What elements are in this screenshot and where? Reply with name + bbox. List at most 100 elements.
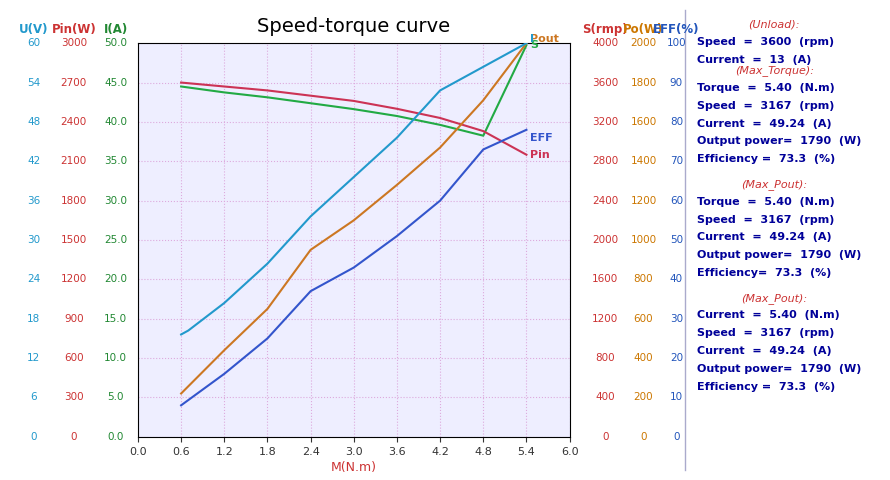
Text: S(rmp): S(rmp) xyxy=(582,23,628,36)
Text: 30: 30 xyxy=(670,314,683,324)
Text: 300: 300 xyxy=(64,393,84,402)
Text: 40.0: 40.0 xyxy=(104,117,127,127)
Text: 24: 24 xyxy=(28,275,40,284)
Text: Po(W): Po(W) xyxy=(623,23,664,36)
Text: 0.0: 0.0 xyxy=(108,432,124,442)
Text: 10: 10 xyxy=(670,393,683,402)
Text: 30.0: 30.0 xyxy=(104,196,127,205)
Text: 15.0: 15.0 xyxy=(104,314,127,324)
Text: 0: 0 xyxy=(673,432,680,442)
Text: Pout: Pout xyxy=(530,34,559,44)
Text: 70: 70 xyxy=(670,156,683,166)
Text: 0: 0 xyxy=(602,432,609,442)
Text: Torque  =  5.40  (N.m): Torque = 5.40 (N.m) xyxy=(697,83,835,93)
Text: 2100: 2100 xyxy=(61,156,87,166)
Text: 50: 50 xyxy=(670,235,683,245)
Text: 1500: 1500 xyxy=(61,235,87,245)
Text: S: S xyxy=(530,40,538,50)
Text: 1600: 1600 xyxy=(630,117,657,127)
Text: Speed  =  3167  (rpm): Speed = 3167 (rpm) xyxy=(697,101,834,111)
Text: 90: 90 xyxy=(670,78,683,87)
Text: 600: 600 xyxy=(634,314,653,324)
Text: 5.0: 5.0 xyxy=(108,393,124,402)
Text: 35.0: 35.0 xyxy=(104,156,127,166)
Text: 30: 30 xyxy=(28,235,40,245)
Text: Pin: Pin xyxy=(530,150,550,160)
Text: 900: 900 xyxy=(64,314,84,324)
Text: Torque  =  5.40  (N.m): Torque = 5.40 (N.m) xyxy=(697,197,835,207)
Text: 10.0: 10.0 xyxy=(104,353,127,363)
Text: 200: 200 xyxy=(634,393,653,402)
Title: Speed-torque curve: Speed-torque curve xyxy=(257,17,450,36)
Text: 25.0: 25.0 xyxy=(104,235,127,245)
Text: 4000: 4000 xyxy=(592,38,619,48)
Text: 400: 400 xyxy=(634,353,653,363)
Text: 2800: 2800 xyxy=(592,156,619,166)
Text: 20: 20 xyxy=(670,353,683,363)
Text: Output power=  1790  (W): Output power= 1790 (W) xyxy=(697,250,862,260)
Text: 12: 12 xyxy=(28,353,40,363)
Text: 48: 48 xyxy=(28,117,40,127)
Text: Pin(W): Pin(W) xyxy=(52,23,96,36)
Text: 1600: 1600 xyxy=(592,275,619,284)
Text: 60: 60 xyxy=(670,196,683,205)
Text: (Unload):: (Unload): xyxy=(748,19,800,29)
Text: 0: 0 xyxy=(70,432,77,442)
Text: 400: 400 xyxy=(595,393,615,402)
Text: 1000: 1000 xyxy=(630,235,657,245)
Text: 3000: 3000 xyxy=(61,38,87,48)
Text: 54: 54 xyxy=(28,78,40,87)
X-axis label: M(N.m): M(N.m) xyxy=(331,461,376,474)
Text: Efficiency=  73.3  (%): Efficiency= 73.3 (%) xyxy=(697,268,831,278)
Text: I: I xyxy=(530,34,534,44)
Text: Current  =  49.24  (A): Current = 49.24 (A) xyxy=(697,346,831,356)
Text: 2000: 2000 xyxy=(592,235,619,245)
Text: EFF: EFF xyxy=(530,132,553,143)
Text: 1800: 1800 xyxy=(630,78,657,87)
Text: 1200: 1200 xyxy=(592,314,619,324)
Text: 3200: 3200 xyxy=(592,117,619,127)
Text: Output power=  1790  (W): Output power= 1790 (W) xyxy=(697,364,862,374)
Text: 0: 0 xyxy=(30,432,37,442)
Text: 600: 600 xyxy=(64,353,84,363)
Text: Current  =  5.40  (N.m): Current = 5.40 (N.m) xyxy=(697,311,839,321)
Text: EFF(%): EFF(%) xyxy=(653,23,700,36)
Text: 2000: 2000 xyxy=(630,38,657,48)
Text: 50.0: 50.0 xyxy=(104,38,127,48)
Text: U(V): U(V) xyxy=(19,23,49,36)
Text: I(A): I(A) xyxy=(103,23,128,36)
Text: Current  =  49.24  (A): Current = 49.24 (A) xyxy=(697,119,831,129)
Text: 800: 800 xyxy=(595,353,615,363)
Text: (Max_Pout):: (Max_Pout): xyxy=(741,179,807,190)
Text: Speed  =  3167  (rpm): Speed = 3167 (rpm) xyxy=(697,328,834,338)
Text: 1200: 1200 xyxy=(61,275,87,284)
Text: 2400: 2400 xyxy=(592,196,619,205)
Text: (Max_Torque):: (Max_Torque): xyxy=(735,65,813,76)
Text: Speed  =  3167  (rpm): Speed = 3167 (rpm) xyxy=(697,215,834,225)
Text: 80: 80 xyxy=(670,117,683,127)
Text: 6: 6 xyxy=(30,393,37,402)
Text: 20.0: 20.0 xyxy=(104,275,127,284)
Text: 45.0: 45.0 xyxy=(104,78,127,87)
Text: Current  =  13  (A): Current = 13 (A) xyxy=(697,55,812,65)
Text: 3600: 3600 xyxy=(592,78,619,87)
Text: 18: 18 xyxy=(28,314,40,324)
Text: 60: 60 xyxy=(28,38,40,48)
Text: 0: 0 xyxy=(640,432,647,442)
Text: 2400: 2400 xyxy=(61,117,87,127)
Text: 2700: 2700 xyxy=(61,78,87,87)
Text: (Max_Pout):: (Max_Pout): xyxy=(741,293,807,304)
Text: 1200: 1200 xyxy=(630,196,657,205)
Text: 1800: 1800 xyxy=(61,196,87,205)
Text: Efficiency =  73.3  (%): Efficiency = 73.3 (%) xyxy=(697,382,835,392)
Text: Efficiency =  73.3  (%): Efficiency = 73.3 (%) xyxy=(697,154,835,164)
Text: 100: 100 xyxy=(667,38,686,48)
Text: 1400: 1400 xyxy=(630,156,657,166)
Text: 42: 42 xyxy=(28,156,40,166)
Text: Current  =  49.24  (A): Current = 49.24 (A) xyxy=(697,232,831,242)
Text: 36: 36 xyxy=(28,196,40,205)
Text: 800: 800 xyxy=(634,275,653,284)
Text: Speed  =  3600  (rpm): Speed = 3600 (rpm) xyxy=(697,37,834,47)
Text: 40: 40 xyxy=(670,275,683,284)
Text: Output power=  1790  (W): Output power= 1790 (W) xyxy=(697,136,862,146)
